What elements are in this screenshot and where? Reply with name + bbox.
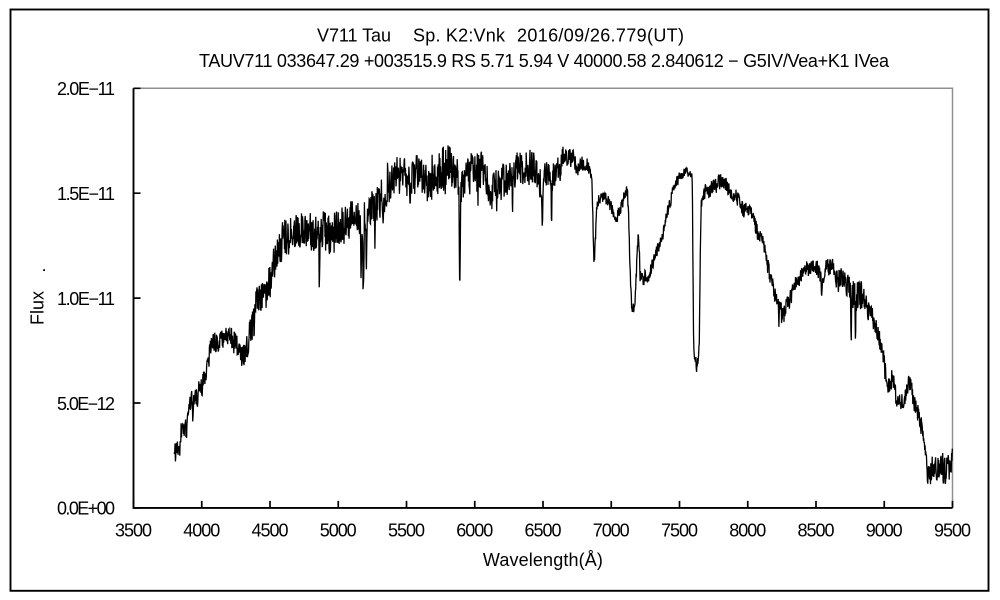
svg-text:6500: 6500 <box>525 521 562 541</box>
svg-text:6000: 6000 <box>456 521 493 541</box>
svg-text:4500: 4500 <box>252 521 289 541</box>
svg-text:2016/09/26.779(UT): 2016/09/26.779(UT) <box>517 26 684 46</box>
svg-text:8000: 8000 <box>729 521 766 541</box>
svg-text:1.5E−11: 1.5E−11 <box>57 184 115 204</box>
svg-text:9500: 9500 <box>934 521 971 541</box>
svg-text:8500: 8500 <box>798 521 835 541</box>
svg-text:7500: 7500 <box>661 521 698 541</box>
svg-text:5.0E−12: 5.0E−12 <box>57 394 115 414</box>
svg-text:5500: 5500 <box>388 521 425 541</box>
svg-text:7000: 7000 <box>593 521 630 541</box>
svg-text:V711 Tau: V711 Tau <box>317 26 391 46</box>
svg-text:TAUV711 033647.29 +003515.9 RS: TAUV711 033647.29 +003515.9 RS 5.71 5.94… <box>199 51 890 71</box>
svg-text:0.0E+00: 0.0E+00 <box>57 499 115 519</box>
svg-text:Sp. K2:Vnk: Sp. K2:Vnk <box>413 26 506 46</box>
svg-text:Flux: Flux <box>28 291 48 325</box>
svg-text:4000: 4000 <box>183 521 220 541</box>
svg-text:5000: 5000 <box>320 521 357 541</box>
svg-text:1.0E−11: 1.0E−11 <box>57 289 115 309</box>
svg-text:Wavelength(Å): Wavelength(Å) <box>483 550 603 570</box>
svg-text:3500: 3500 <box>115 521 152 541</box>
svg-text:2.0E−11: 2.0E−11 <box>57 79 115 99</box>
svg-text:9000: 9000 <box>866 521 903 541</box>
